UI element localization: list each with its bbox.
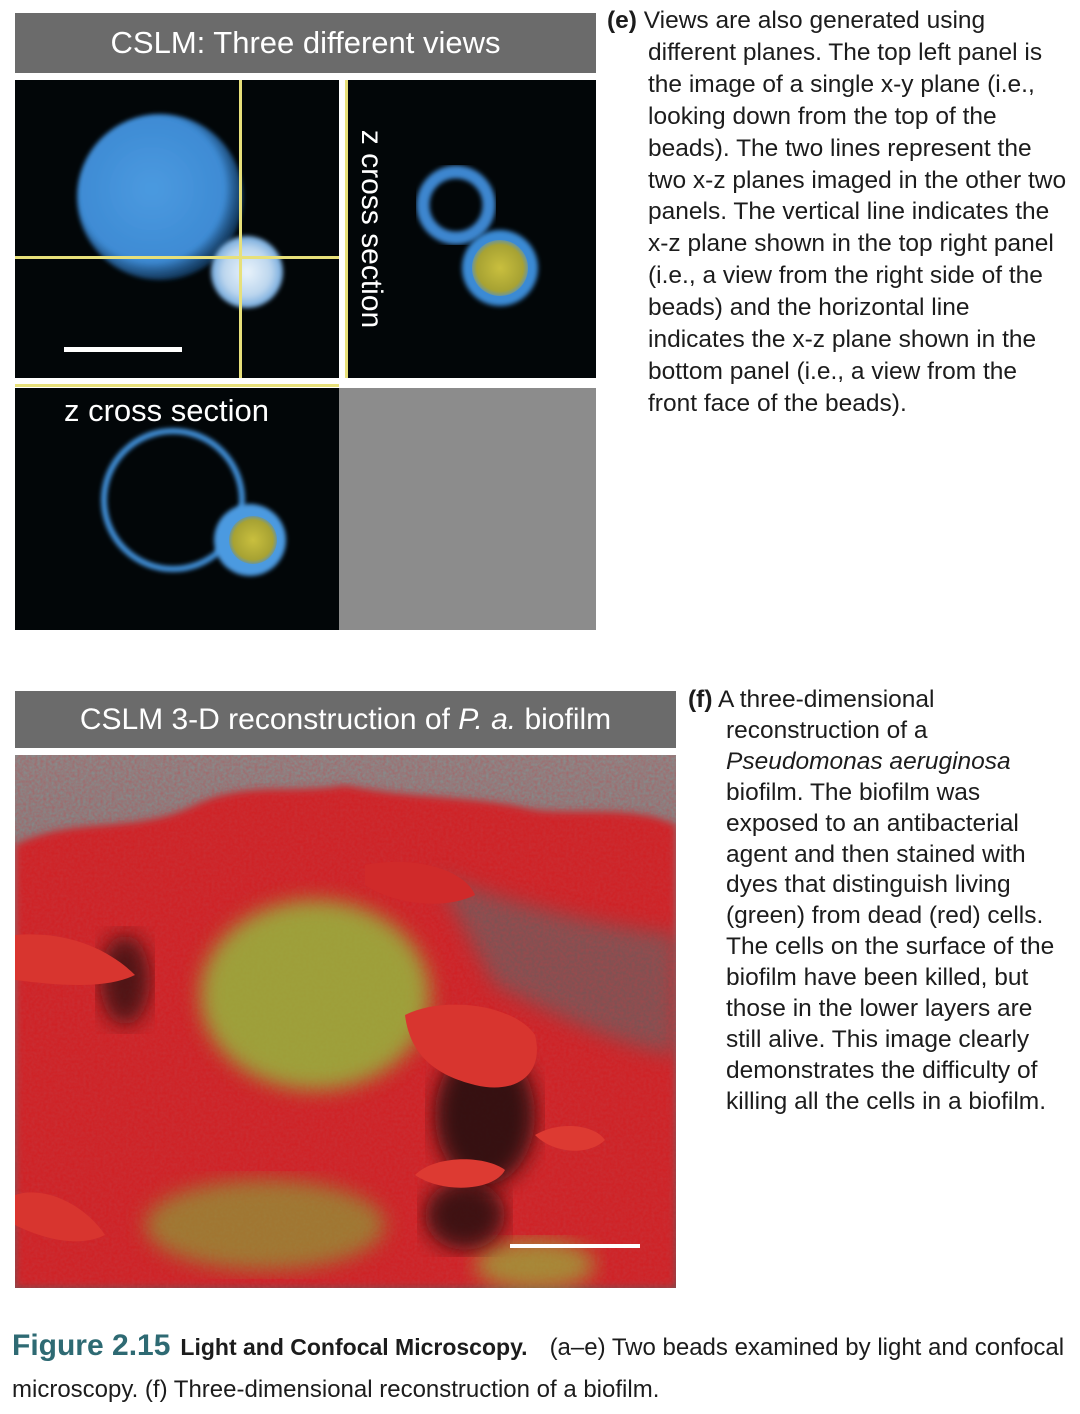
figure-title: Light and Confocal Microscopy. [180,1334,528,1360]
empty-gray-panel [339,388,596,630]
panel-f-header-suffix: biofilm [516,703,612,736]
panel-f-caption-species: Pseudomonas aeruginosa [726,747,1011,775]
biofilm-image [15,755,676,1288]
panel-f-header-species: P. a. [458,703,517,736]
panel-e-header: CSLM: Three different views [15,13,596,73]
right-view-label: z cross section [355,129,388,329]
figure-number: Figure 2.15 [12,1329,171,1362]
bottom-view-label: z cross section [64,393,270,428]
biofilm-scale-bar [510,1244,640,1248]
xy-plane-image [77,114,283,308]
hollow-bead-ring [416,165,496,245]
large-bead-ring [101,428,245,572]
yellow-bead-core [472,240,528,296]
figure-caption-text: (a–e) Two beads examined by light and co… [12,1334,1065,1403]
large-bead [77,114,243,280]
panel-f-header: CSLM 3-D reconstruction of P. a. biofilm [15,691,676,748]
bottom-z-cross-section-view [15,388,339,630]
scale-bar [64,347,182,352]
panel-e-letter: (e) [607,7,637,34]
panel-e-caption: (e) Views are also generated using diffe… [607,5,1067,420]
bottom-z-cross-section-image [101,428,286,576]
figure-caption: Figure 2.15 Light and Confocal Microscopy… [12,1325,1072,1411]
right-z-cross-section-image [416,165,538,306]
panel-f-caption-after: biofilm. The biofilm was exposed to an a… [726,778,1055,1115]
panel-f-header-prefix: CSLM 3-D reconstruction of [79,703,459,736]
small-bead [211,236,283,308]
horizontal-plane-line [15,256,339,259]
vertical-plane-line [239,80,242,378]
bottom-view-guide-line [15,384,339,387]
xy-plane-view [15,80,339,378]
right-view-guide-line [345,80,348,378]
panel-f-caption: (f) A three-dimensional reconstruction o… [688,685,1068,1118]
small-yellow-bead [229,516,277,564]
biofilm-reconstruction-image [15,755,676,1288]
panel-f-caption-before: A three-dimensional reconstruction of a [717,686,935,744]
panel-f-letter: (f) [688,686,713,713]
panel-e-caption-text: Views are also generated using different… [643,7,1067,417]
right-z-cross-section-view [348,80,596,378]
